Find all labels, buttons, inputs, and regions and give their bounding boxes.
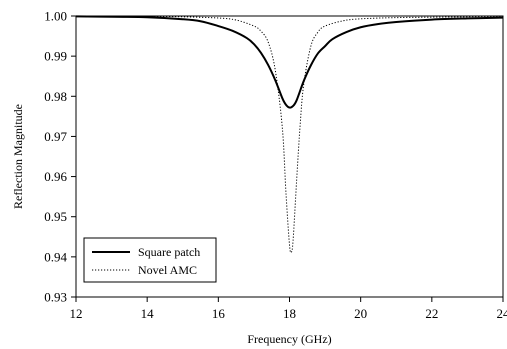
x-axis-ticks: 12 14 16 18 20 22 24 [70, 297, 507, 321]
y-tick-label: 0.99 [44, 49, 67, 64]
x-tick-label: 16 [212, 306, 226, 321]
y-tick-label: 0.98 [44, 89, 67, 104]
y-axis-ticks: 0.93 0.94 0.95 0.96 0.97 0.98 0.99 1.00 [44, 9, 76, 305]
y-tick-label: 0.94 [44, 249, 67, 264]
x-axis-label: Frequency (GHz) [247, 332, 331, 346]
legend-box [83, 237, 217, 283]
y-tick-label: 1.00 [44, 9, 67, 24]
x-tick-label: 12 [70, 306, 83, 321]
series-layer [75, 15, 504, 254]
x-tick-label: 20 [354, 306, 367, 321]
x-tick-label: 24 [497, 306, 507, 321]
y-tick-label: 0.95 [44, 209, 67, 224]
x-tick-label: 22 [425, 306, 438, 321]
y-axis-label: Reflection Magnitude [11, 104, 25, 209]
y-tick-label: 0.97 [44, 129, 67, 144]
series-line-novel-amc [75, 15, 504, 254]
x-tick-label: 18 [283, 306, 296, 321]
y-tick-label: 0.93 [44, 290, 67, 305]
legend: Square patch Novel AMC [83, 237, 217, 283]
legend-label: Square patch [138, 245, 200, 259]
x-tick-label: 14 [141, 306, 155, 321]
y-tick-label: 0.96 [44, 169, 67, 184]
series-line-square-patch [75, 15, 504, 109]
legend-label: Novel AMC [138, 263, 197, 277]
